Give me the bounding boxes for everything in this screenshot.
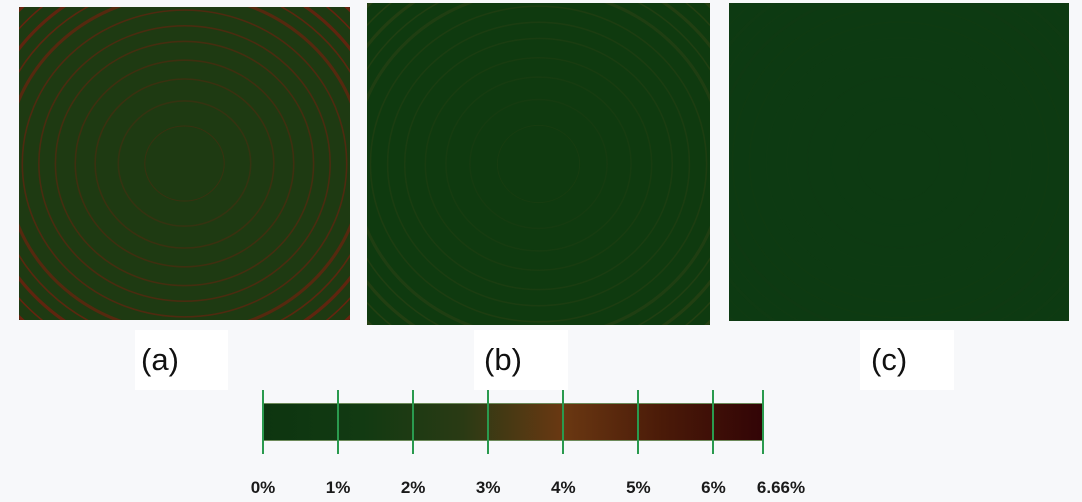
panel-background: [19, 7, 350, 320]
colorbar-tick: [762, 390, 764, 454]
ring: [74, 59, 295, 268]
caption-background-c: [860, 330, 954, 390]
colorbar-tick: [712, 390, 715, 454]
ring: [386, 21, 691, 307]
caption-b: (b): [484, 342, 522, 377]
panel-background: [367, 3, 710, 325]
colorbar-tick: [262, 390, 264, 454]
interference-map-a: [19, 7, 350, 320]
ring: [469, 98, 608, 230]
caption-c: (c): [871, 342, 908, 377]
ring: [731, 5, 1067, 319]
ring: [765, 37, 1033, 287]
ring: [403, 37, 674, 291]
ring-pattern-c: [729, 3, 1069, 321]
ring-pattern-b: [367, 3, 710, 325]
ring-group: [729, 3, 1069, 321]
colorbar-tick: [562, 390, 565, 454]
ring: [496, 124, 581, 204]
colorbar-tick-label: 3%: [475, 478, 501, 497]
ring: [748, 21, 1050, 303]
ring: [21, 9, 348, 318]
colorbar-tick-label: 5%: [626, 478, 651, 497]
ring: [94, 78, 275, 249]
ring: [117, 100, 252, 227]
ring: [144, 125, 225, 202]
colorbar-tick-label: 6%: [701, 478, 726, 497]
colorbar-tick-label: 1%: [325, 478, 351, 497]
colorbar-tick: [412, 390, 415, 454]
colorbar-tick: [487, 390, 490, 454]
colorbar-tick: [337, 390, 340, 454]
ring-group: [367, 3, 710, 325]
colorbar-tick-label: 2%: [400, 478, 426, 497]
interference-map-b: [367, 3, 710, 325]
ring: [38, 24, 331, 303]
ring: [369, 5, 708, 323]
caption-background-a: [135, 330, 228, 390]
colorbar-tick-label: 4%: [551, 478, 576, 497]
ring: [54, 40, 315, 287]
ring-group: [19, 7, 350, 320]
ring: [424, 56, 653, 272]
ring: [786, 56, 1012, 268]
caption-background-b: [474, 330, 568, 390]
ring: [445, 76, 632, 252]
interference-map-c: [729, 3, 1069, 321]
panel-background: [729, 3, 1069, 321]
caption-a: (a): [141, 342, 179, 377]
colorbar-tick: [637, 390, 640, 454]
colorbar-tick-label: 0%: [250, 478, 276, 497]
colorbar-tick-label: 6.66%: [756, 478, 806, 497]
ring-pattern-a: [19, 7, 350, 320]
colorbar: [262, 403, 764, 441]
